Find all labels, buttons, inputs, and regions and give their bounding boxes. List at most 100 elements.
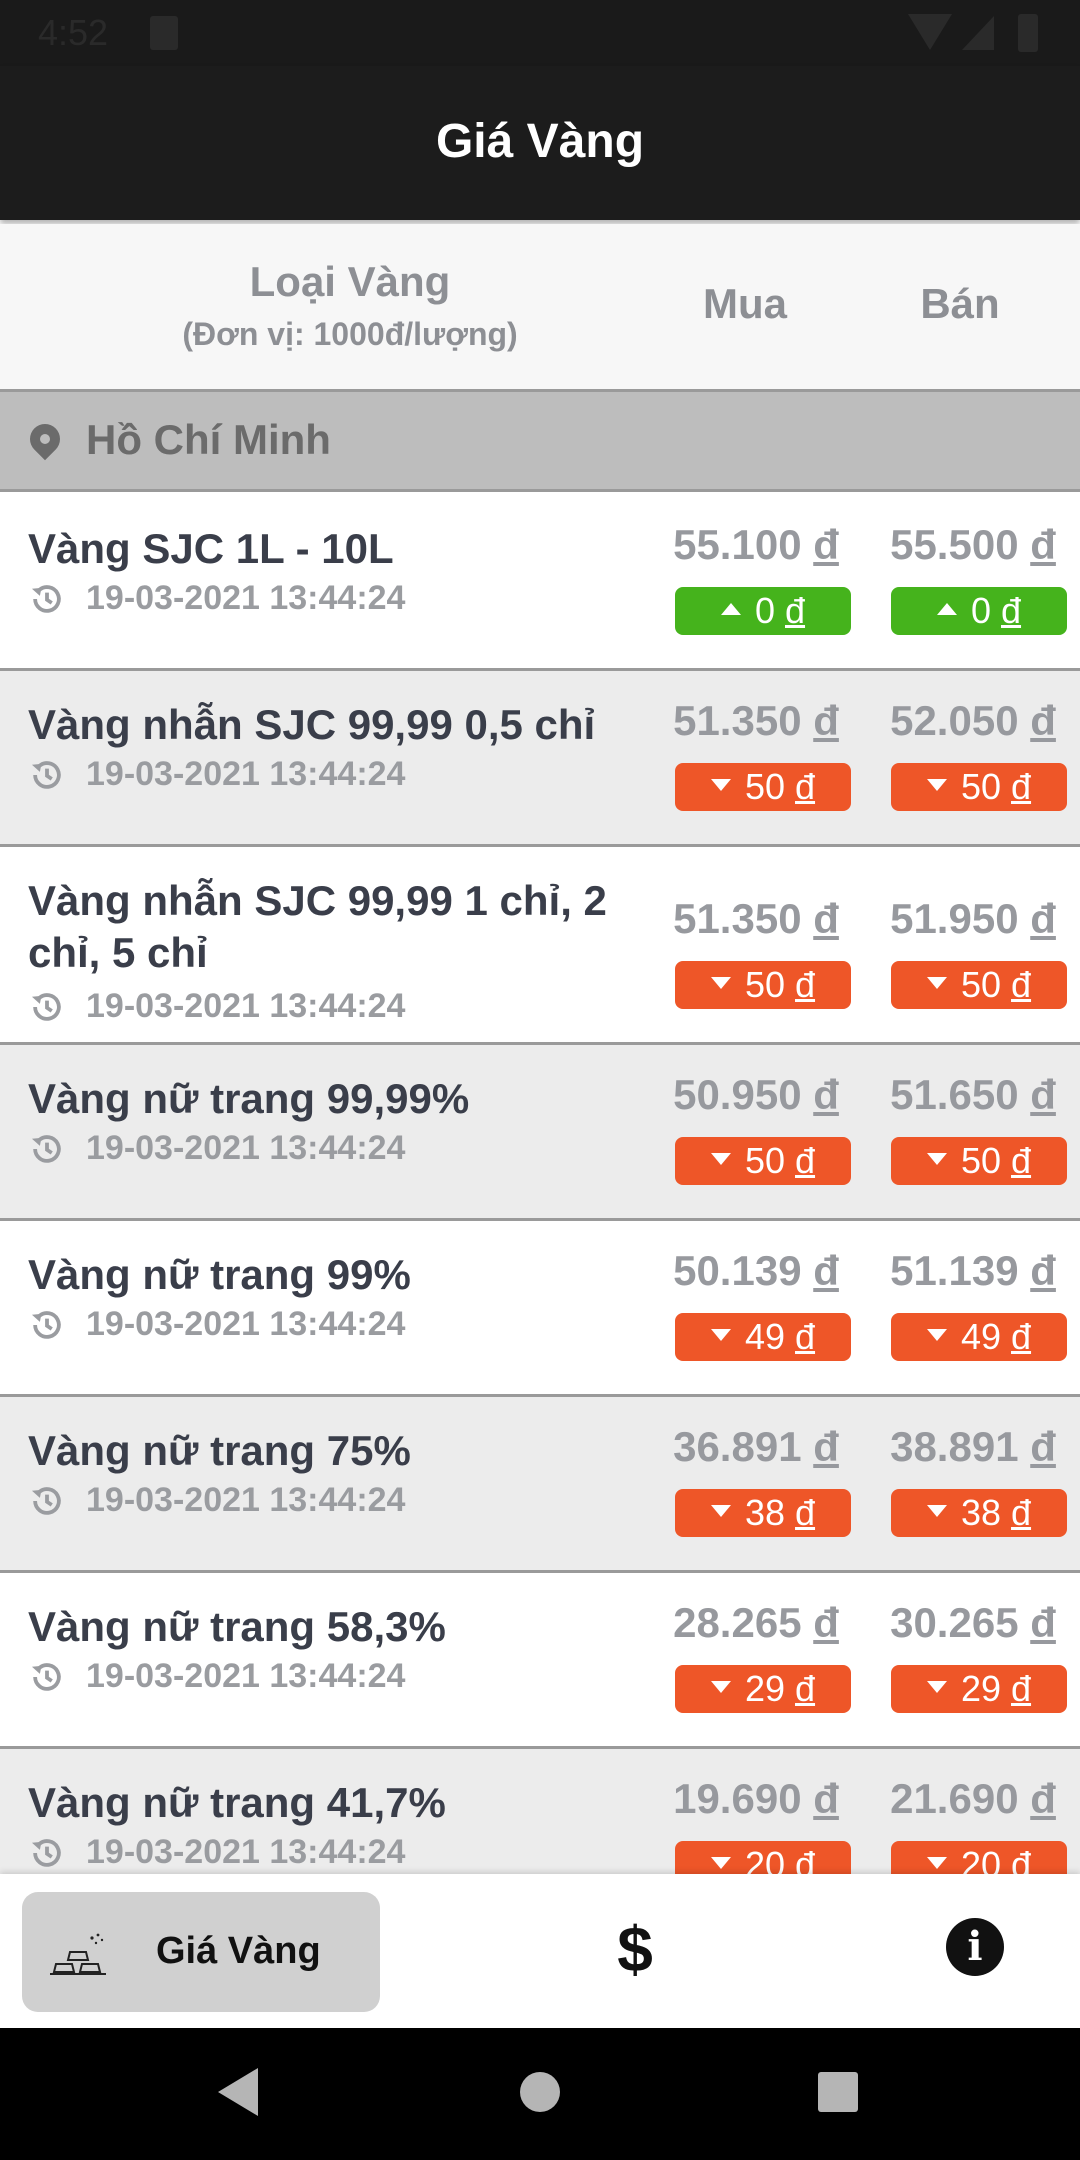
column-header-type: Loại Vàng: [249, 258, 451, 305]
gold-type-name: Vàng SJC 1L - 10L: [28, 525, 394, 572]
currency-symbol: đ: [1011, 964, 1032, 1005]
history-clock-icon: [28, 988, 66, 1026]
update-time: 19-03-2021 13:44:24: [28, 1657, 405, 1696]
arrow-up-icon: [720, 603, 741, 616]
currency-symbol: đ: [795, 1316, 816, 1357]
history-clock-icon: [28, 756, 66, 794]
buy-price-value: 28.265: [673, 1599, 802, 1646]
history-clock-icon: [28, 1482, 66, 1520]
price-row[interactable]: Vàng nữ trang 75% 19-03-2021 13:44:24 36.8…: [0, 1397, 1080, 1573]
currency-symbol: đ: [813, 1599, 839, 1646]
dollar-icon[interactable]: $: [617, 1913, 653, 1985]
price-row[interactable]: Vàng SJC 1L - 10L 19-03-2021 13:44:24 55.1…: [0, 495, 1080, 671]
sell-price: 51.950 đ: [883, 895, 1063, 943]
buy-price: 51.350 đ: [666, 895, 846, 943]
price-row[interactable]: Vàng nữ trang 99,99% 19-03-2021 13:44:24 5…: [0, 1045, 1080, 1221]
price-row[interactable]: Vàng nhẫn SJC 99,99 0,5 chỉ 19-03-2021 13…: [0, 671, 1080, 847]
currency-symbol: đ: [1011, 1316, 1032, 1357]
sell-price: 52.050 đ: [883, 697, 1063, 745]
update-time: 19-03-2021 13:44:24: [28, 1129, 405, 1168]
buy-change-badge: 50 đ: [675, 1137, 851, 1185]
buy-price-value: 50.950: [673, 1071, 802, 1118]
currency-symbol: đ: [813, 1247, 839, 1294]
sell-price-value: 55.500: [890, 521, 1019, 568]
price-row[interactable]: Vàng nữ trang 99% 19-03-2021 13:44:24 50.1…: [0, 1221, 1080, 1397]
battery-icon: [1018, 14, 1038, 52]
gold-type-name: Vàng nữ trang 99,99%: [28, 1075, 470, 1122]
currency-symbol: đ: [1011, 1844, 1032, 1875]
currency-symbol: đ: [813, 521, 839, 568]
update-time-text: 19-03-2021 13:44:24: [86, 1657, 406, 1695]
update-time: 19-03-2021 13:44:24: [28, 987, 405, 1026]
region-selector[interactable]: Hồ Chí Minh: [0, 392, 1080, 492]
arrow-down-icon: [710, 1505, 731, 1518]
gold-type-name: Vàng nhẫn SJC 99,99 1 chỉ, 2 chỉ, 5 chỉ: [28, 877, 607, 976]
price-row[interactable]: Vàng nhẫn SJC 99,99 1 chỉ, 2 chỉ, 5 chỉ 1…: [0, 847, 1080, 1045]
sell-price-value: 38.891: [890, 1423, 1019, 1470]
column-header-unit: (Đơn vị: 1000đ/lượng): [182, 316, 518, 352]
currency-symbol: đ: [795, 1140, 816, 1181]
update-time-text: 19-03-2021 13:44:24: [86, 1305, 406, 1343]
price-row[interactable]: Vàng nữ trang 41,7% 19-03-2021 13:44:24 19…: [0, 1749, 1080, 1875]
recents-icon[interactable]: [818, 2072, 858, 2112]
region-name: Hồ Chí Minh: [86, 416, 331, 463]
sell-price-value: 21.690: [890, 1775, 1019, 1822]
buy-price-value: 51.350: [673, 895, 802, 942]
history-clock-icon: [28, 1834, 66, 1872]
back-icon[interactable]: [218, 2068, 258, 2116]
arrow-down-icon: [710, 779, 731, 792]
arrow-down-icon: [926, 977, 947, 990]
sell-price: 51.650 đ: [883, 1071, 1063, 1119]
sell-change-value: 29: [960, 1668, 1001, 1709]
currency-symbol: đ: [1030, 697, 1056, 744]
sell-change-badge: 38 đ: [891, 1489, 1067, 1537]
sell-change-badge: 29 đ: [891, 1665, 1067, 1713]
buy-price-value: 36.891: [673, 1423, 802, 1470]
currency-symbol: đ: [795, 766, 816, 807]
nav-tab-gold-price[interactable]: Giá Vàng: [22, 1892, 380, 2012]
sell-change-badge: 49 đ: [891, 1313, 1067, 1361]
gold-type-name: Vàng nhẫn SJC 99,99 0,5 chỉ: [28, 701, 596, 748]
update-time-text: 19-03-2021 13:44:24: [86, 1481, 406, 1519]
arrow-down-icon: [710, 977, 731, 990]
sell-change-value: 50: [960, 1140, 1001, 1181]
arrow-down-icon: [710, 1329, 731, 1342]
currency-symbol: đ: [795, 964, 816, 1005]
sell-price-value: 51.650: [890, 1071, 1019, 1118]
update-time: 19-03-2021 13:44:24: [28, 579, 405, 618]
buy-price-value: 55.100: [673, 521, 802, 568]
sell-price: 51.139 đ: [883, 1247, 1063, 1295]
info-icon[interactable]: i: [946, 1918, 1004, 1976]
currency-symbol: đ: [813, 1423, 839, 1470]
gold-bars-icon: [50, 1933, 106, 1975]
arrow-down-icon: [926, 1329, 947, 1342]
buy-change-badge: 29 đ: [675, 1665, 851, 1713]
app-title: Giá Vàng: [435, 115, 645, 168]
currency-symbol: đ: [1011, 1668, 1032, 1709]
home-icon[interactable]: [520, 2072, 560, 2112]
sell-change-value: 20: [960, 1844, 1001, 1875]
currency-symbol: đ: [1030, 521, 1056, 568]
currency-symbol: đ: [813, 1775, 839, 1822]
sell-change-badge: 50 đ: [891, 961, 1067, 1009]
price-list[interactable]: Vàng SJC 1L - 10L 19-03-2021 13:44:24 55.1…: [0, 495, 1080, 1875]
buy-change-value: 0: [754, 590, 775, 631]
gold-type-name: Vàng nữ trang 41,7%: [28, 1779, 446, 1826]
price-row[interactable]: Vàng nữ trang 58,3% 19-03-2021 13:44:24 28…: [0, 1573, 1080, 1749]
buy-price: 50.950 đ: [666, 1071, 846, 1119]
sell-price-value: 51.139: [890, 1247, 1019, 1294]
sell-price: 38.891 đ: [883, 1423, 1063, 1471]
currency-symbol: đ: [813, 1071, 839, 1118]
sell-change-badge: 50 đ: [891, 1137, 1067, 1185]
arrow-down-icon: [926, 1505, 947, 1518]
update-time: 19-03-2021 13:44:24: [28, 1305, 405, 1344]
arrow-down-icon: [926, 1857, 947, 1870]
sell-change-value: 49: [960, 1316, 1001, 1357]
sell-price: 30.265 đ: [883, 1599, 1063, 1647]
currency-symbol: đ: [1011, 766, 1032, 807]
location-pin-icon: [23, 417, 67, 461]
signal-icon: [962, 16, 994, 50]
buy-change-value: 50: [744, 766, 785, 807]
buy-price-value: 19.690: [673, 1775, 802, 1822]
buy-change-badge: 0 đ: [675, 587, 851, 635]
